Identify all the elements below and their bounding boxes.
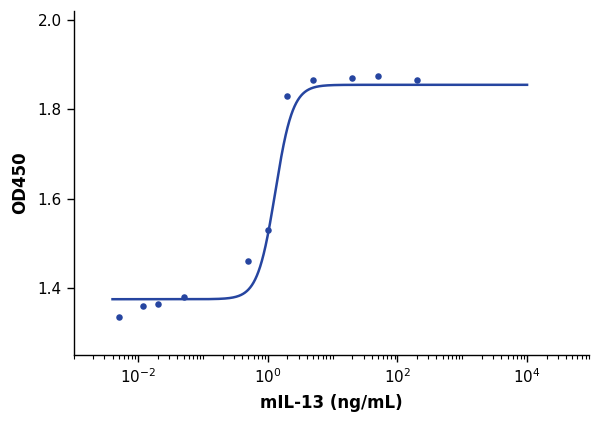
Point [153, 300, 163, 307]
Point [114, 314, 124, 321]
Point [347, 75, 357, 82]
Point [179, 294, 188, 300]
Point [244, 258, 253, 265]
X-axis label: mIL-13 (ng/mL): mIL-13 (ng/mL) [260, 394, 403, 412]
Point [412, 77, 422, 84]
Point [263, 227, 272, 233]
Point [373, 72, 383, 79]
Point [139, 302, 148, 309]
Point [308, 77, 318, 84]
Point [283, 93, 292, 99]
Y-axis label: OD450: OD450 [11, 152, 29, 214]
